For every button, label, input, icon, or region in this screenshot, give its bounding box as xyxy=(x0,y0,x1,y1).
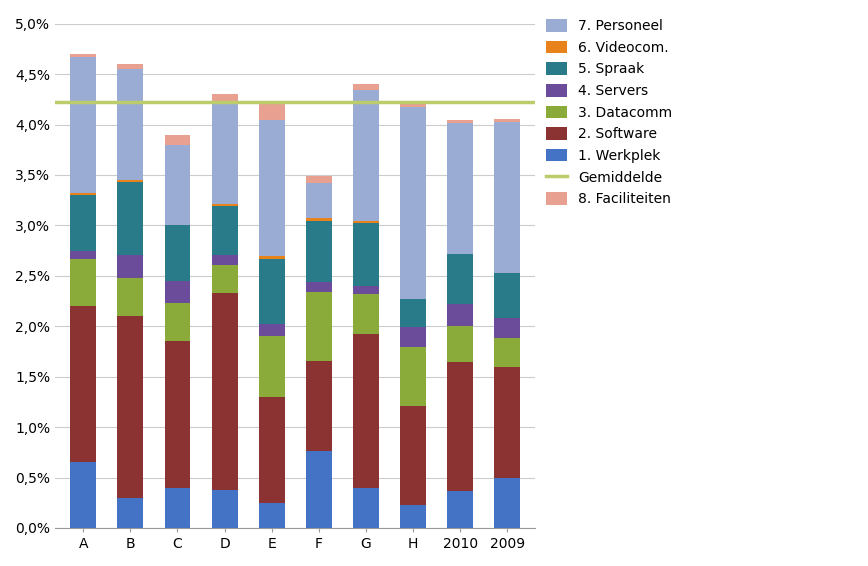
Bar xyxy=(306,282,332,292)
Gemiddelde xyxy=(125,99,135,106)
Bar xyxy=(494,367,520,478)
Bar xyxy=(70,259,96,306)
Bar xyxy=(165,303,190,341)
Bar xyxy=(259,259,285,324)
Bar xyxy=(117,180,143,182)
Bar xyxy=(400,348,426,406)
Bar xyxy=(353,335,378,488)
Bar xyxy=(306,221,332,282)
Bar xyxy=(70,193,96,195)
Bar xyxy=(117,498,143,528)
Bar xyxy=(259,324,285,336)
Bar xyxy=(117,64,143,69)
Legend: 7. Personeel, 6. Videocom., 5. Spraak, 4. Servers, 3. Datacomm, 2. Software, 1. : 7. Personeel, 6. Videocom., 5. Spraak, 4… xyxy=(540,14,678,212)
Bar xyxy=(353,84,378,91)
Bar xyxy=(353,221,378,224)
Bar xyxy=(447,326,473,362)
Bar xyxy=(306,218,332,221)
Bar xyxy=(70,462,96,528)
Bar xyxy=(447,304,473,326)
Bar xyxy=(70,306,96,462)
Bar xyxy=(165,135,190,145)
Bar xyxy=(494,118,520,122)
Bar xyxy=(353,224,378,286)
Gemiddelde xyxy=(78,99,89,106)
Bar xyxy=(400,505,426,528)
Bar xyxy=(447,119,473,123)
Bar xyxy=(259,503,285,528)
Bar xyxy=(400,406,426,505)
Bar xyxy=(70,54,96,57)
Bar xyxy=(306,183,332,218)
Bar xyxy=(447,491,473,528)
Bar xyxy=(494,273,520,318)
Bar xyxy=(494,478,520,528)
Bar xyxy=(212,204,238,206)
Bar xyxy=(70,251,96,259)
Bar xyxy=(70,195,96,251)
Bar xyxy=(212,255,238,265)
Bar xyxy=(494,122,520,273)
Bar xyxy=(494,338,520,367)
Bar xyxy=(353,91,378,221)
Bar xyxy=(400,327,426,348)
Bar xyxy=(306,361,332,451)
Bar xyxy=(117,278,143,316)
Bar xyxy=(353,286,378,294)
Bar xyxy=(306,451,332,528)
Bar xyxy=(212,293,238,490)
Bar xyxy=(400,104,426,108)
Bar xyxy=(259,256,285,259)
Bar xyxy=(259,336,285,397)
Bar xyxy=(306,176,332,183)
Bar xyxy=(165,281,190,303)
Bar xyxy=(165,145,190,225)
Bar xyxy=(212,101,238,204)
Bar xyxy=(447,362,473,491)
Bar xyxy=(212,206,238,255)
Bar xyxy=(259,397,285,503)
Bar xyxy=(400,108,426,299)
Bar xyxy=(494,318,520,338)
Bar xyxy=(165,488,190,528)
Bar xyxy=(353,488,378,528)
Bar xyxy=(117,69,143,180)
Bar xyxy=(259,119,285,256)
Bar xyxy=(165,225,190,281)
Bar xyxy=(212,490,238,528)
Bar xyxy=(306,292,332,361)
Bar xyxy=(70,57,96,193)
Bar xyxy=(259,104,285,119)
Bar xyxy=(447,123,473,254)
Bar xyxy=(212,95,238,101)
Bar xyxy=(165,341,190,488)
Bar xyxy=(212,265,238,293)
Bar xyxy=(400,299,426,327)
Bar xyxy=(117,316,143,498)
Bar xyxy=(117,255,143,278)
Bar xyxy=(447,254,473,304)
Bar xyxy=(117,182,143,255)
Bar xyxy=(353,294,378,335)
